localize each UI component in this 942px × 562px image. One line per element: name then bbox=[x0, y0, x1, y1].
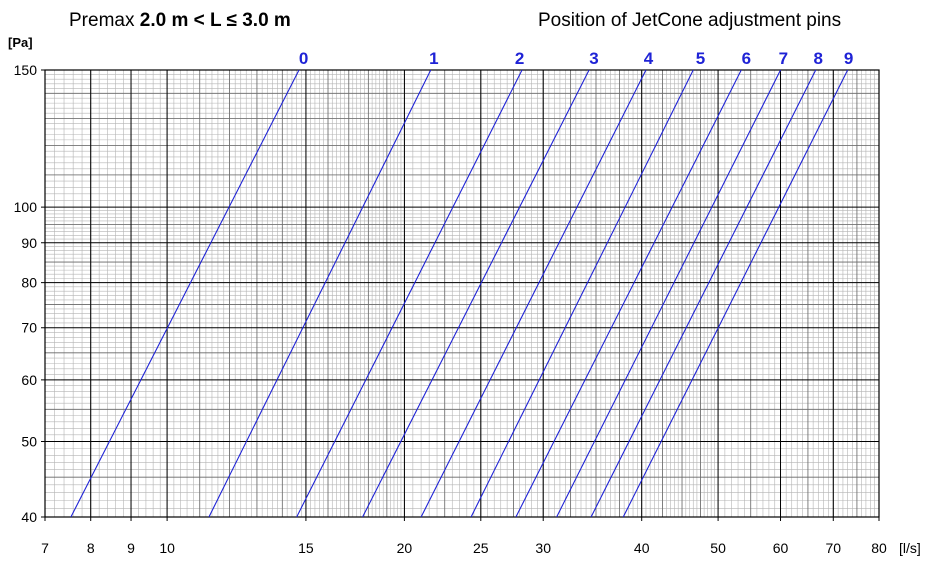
chart-title-prefix: Premax bbox=[69, 10, 135, 31]
y-tick-label: 70 bbox=[21, 320, 37, 336]
pin-label: 2 bbox=[515, 49, 524, 68]
plot-frame bbox=[44, 69, 880, 518]
pin-label: 7 bbox=[779, 49, 788, 68]
pin-label: 1 bbox=[429, 49, 438, 68]
x-tick-label: 60 bbox=[773, 540, 789, 556]
y-tick-label: 150 bbox=[14, 62, 38, 78]
chart-title-range: 2.0 m < L ≤ 3.0 m bbox=[139, 10, 291, 31]
x-tick-label: 50 bbox=[710, 540, 726, 556]
pin-label: 0 bbox=[299, 49, 308, 68]
y-tick-label: 80 bbox=[21, 275, 37, 291]
x-tick-label: 70 bbox=[825, 540, 841, 556]
series-line bbox=[470, 69, 694, 518]
series-line bbox=[362, 69, 590, 518]
x-tick-label: 15 bbox=[298, 540, 314, 556]
x-tick-label: 8 bbox=[87, 540, 95, 556]
series-line bbox=[622, 69, 849, 518]
y-tick-label: 100 bbox=[14, 199, 38, 215]
pin-label: 6 bbox=[742, 49, 751, 68]
y-axis-unit: [Pa] bbox=[8, 35, 33, 50]
series-line bbox=[590, 69, 817, 518]
y-tick-label: 50 bbox=[21, 434, 37, 450]
series-line bbox=[420, 69, 647, 518]
pin-label: 3 bbox=[589, 49, 598, 68]
x-tick-label: 40 bbox=[634, 540, 650, 556]
series-line bbox=[515, 69, 742, 518]
series-line bbox=[556, 69, 782, 518]
y-tick-label: 90 bbox=[21, 235, 37, 251]
pin-label: 4 bbox=[644, 49, 654, 68]
chart-title: Premax 2.0 m < L ≤ 3.0 m bbox=[69, 10, 291, 32]
chart-subtitle: Position of JetCone adjustment pins bbox=[538, 10, 842, 31]
y-tick-label: 40 bbox=[21, 509, 37, 525]
series-line bbox=[296, 69, 523, 518]
pin-label: 5 bbox=[696, 49, 705, 68]
x-tick-label: 9 bbox=[127, 540, 135, 556]
pin-label: 9 bbox=[844, 49, 853, 68]
pin-label: 8 bbox=[814, 49, 823, 68]
series-line bbox=[70, 69, 300, 518]
x-tick-label: 7 bbox=[41, 540, 49, 556]
x-axis-unit: [l/s] bbox=[899, 540, 921, 556]
series-line bbox=[208, 69, 432, 518]
x-tick-label: 10 bbox=[159, 540, 175, 556]
x-tick-label: 20 bbox=[397, 540, 413, 556]
x-tick-label: 25 bbox=[473, 540, 489, 556]
y-tick-label: 60 bbox=[21, 372, 37, 388]
x-tick-label: 30 bbox=[535, 540, 551, 556]
plot-area bbox=[45, 70, 879, 517]
x-tick-label: 80 bbox=[871, 540, 887, 556]
